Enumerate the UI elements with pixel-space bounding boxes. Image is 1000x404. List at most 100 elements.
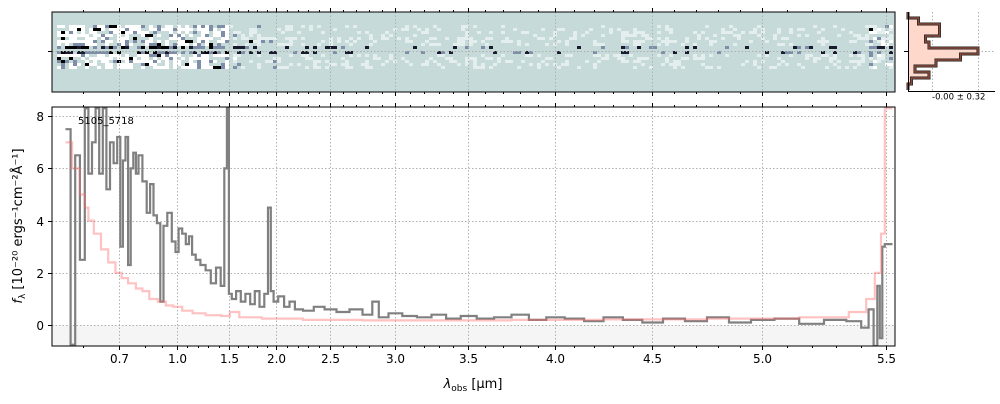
2d-spectrum-pixel xyxy=(825,37,829,40)
2d-spectrum-pixel xyxy=(285,57,289,60)
2d-spectrum-pixel xyxy=(841,51,845,54)
2d-spectrum-pixel xyxy=(577,57,581,60)
2d-spectrum-pixel xyxy=(253,25,257,28)
2d-spectrum-pixel xyxy=(201,34,205,37)
2d-spectrum-pixel xyxy=(833,34,837,37)
2d-spectrum-pixel xyxy=(509,43,513,46)
2d-spectrum-pixel xyxy=(689,54,693,57)
2d-spectrum-pixel xyxy=(513,43,517,46)
2d-spectrum-pixel xyxy=(461,37,465,40)
2d-spectrum-pixel xyxy=(461,34,465,37)
2d-spectrum-pixel xyxy=(309,46,313,49)
2d-spectrum-pixel xyxy=(293,34,297,37)
2d-spectrum-pixel xyxy=(169,40,173,43)
2d-spectrum-pixel xyxy=(469,66,473,69)
2d-spectrum-pixel xyxy=(65,63,69,66)
2d-spectrum-pixel xyxy=(473,54,477,57)
2d-spectrum-pixel xyxy=(601,63,605,66)
2d-spectrum-pixel xyxy=(737,54,741,57)
2d-spectrum-pixel xyxy=(745,54,749,57)
2d-spectrum-pixel xyxy=(485,28,489,31)
2d-spectrum-pixel xyxy=(653,40,657,43)
2d-spectrum-pixel xyxy=(141,63,145,66)
2d-spectrum-pixel xyxy=(405,57,409,60)
2d-spectrum-pixel xyxy=(605,60,609,63)
2d-spectrum-pixel xyxy=(849,51,853,54)
2d-spectrum-pixel xyxy=(873,37,877,40)
2d-spectrum-pixel xyxy=(121,31,125,34)
2d-spectrum-pixel xyxy=(765,28,769,31)
2d-spectrum-pixel xyxy=(241,40,245,43)
2d-spectrum-pixel xyxy=(281,40,285,43)
2d-spectrum-pixel xyxy=(561,66,565,69)
2d-spectrum-pixel xyxy=(93,54,97,57)
2d-spectrum-pixel xyxy=(405,54,409,57)
2d-spectrum-pixel xyxy=(537,34,541,37)
2d-spectrum-pixel xyxy=(237,31,241,34)
2d-spectrum-pixel xyxy=(605,51,609,54)
2d-spectrum-pixel xyxy=(809,43,813,46)
2d-spectrum-pixel xyxy=(297,54,301,57)
2d-spectrum-pixel xyxy=(785,57,789,60)
2d-spectrum-pixel xyxy=(833,57,837,60)
2d-spectrum-pixel xyxy=(613,37,617,40)
2d-spectrum-pixel xyxy=(305,28,309,31)
2d-spectrum-pixel xyxy=(273,54,277,57)
2d-spectrum-pixel xyxy=(153,60,157,63)
2d-spectrum-pixel xyxy=(657,37,661,40)
2d-spectrum-pixel xyxy=(385,63,389,66)
2d-spectrum-pixel xyxy=(813,43,817,46)
2d-spectrum-pixel xyxy=(629,66,633,69)
2d-spectrum-pixel xyxy=(301,66,305,69)
2d-spectrum-pixel xyxy=(281,51,285,54)
2d-spectrum-pixel xyxy=(413,43,417,46)
2d-spectrum-pixel xyxy=(229,37,233,40)
2d-spectrum-pixel xyxy=(169,63,173,66)
2d-spectrum-pixel xyxy=(321,51,325,54)
2d-spectrum-pixel xyxy=(253,28,257,31)
2d-spectrum-pixel xyxy=(537,46,541,49)
2d-spectrum-pixel xyxy=(801,34,805,37)
2d-spectrum-pixel xyxy=(345,25,349,28)
2d-spectrum-pixel xyxy=(477,57,481,60)
2d-spectrum-pixel xyxy=(725,63,729,66)
2d-spectrum-pixel xyxy=(185,37,189,40)
2d-spectrum-pixel xyxy=(429,63,433,66)
2d-spectrum-pixel xyxy=(285,46,289,49)
2d-spectrum-pixel xyxy=(449,25,453,28)
2d-spectrum-pixel xyxy=(529,63,533,66)
2d-spectrum-pixel xyxy=(581,51,585,54)
2d-spectrum-pixel xyxy=(253,63,257,66)
2d-spectrum-pixel xyxy=(845,46,849,49)
2d-spectrum-pixel xyxy=(881,57,885,60)
2d-spectrum-pixel xyxy=(501,60,505,63)
2d-spectrum-pixel xyxy=(729,60,733,63)
2d-spectrum-pixel xyxy=(381,57,385,60)
2d-spectrum-pixel xyxy=(821,40,825,43)
2d-spectrum-pixel xyxy=(653,43,657,46)
2d-spectrum-pixel xyxy=(473,43,477,46)
2d-spectrum-pixel xyxy=(113,34,117,37)
2d-spectrum-pixel xyxy=(153,46,157,49)
2d-spectrum-pixel xyxy=(165,66,169,69)
2d-spectrum-pixel xyxy=(513,54,517,57)
2d-spectrum-pixel xyxy=(809,31,813,34)
2d-spectrum-pixel xyxy=(873,43,877,46)
2d-spectrum-pixel xyxy=(217,46,221,49)
2d-spectrum-pixel xyxy=(465,63,469,66)
2d-spectrum-pixel xyxy=(489,63,493,66)
2d-spectrum-pixel xyxy=(421,66,425,69)
2d-spectrum-pixel xyxy=(681,37,685,40)
2d-spectrum-pixel xyxy=(741,60,745,63)
2d-spectrum-pixel xyxy=(485,60,489,63)
2d-spectrum-pixel xyxy=(457,28,461,31)
2d-spectrum-pixel xyxy=(705,57,709,60)
2d-spectrum-pixel xyxy=(769,40,773,43)
2d-spectrum-pixel xyxy=(701,66,705,69)
2d-spectrum-pixel xyxy=(889,51,893,54)
2d-spectrum-pixel xyxy=(701,40,705,43)
2d-spectrum-pixel xyxy=(513,63,517,66)
2d-spectrum-pixel xyxy=(449,60,453,63)
2d-spectrum-pixel xyxy=(741,28,745,31)
2d-spectrum-pixel xyxy=(645,63,649,66)
